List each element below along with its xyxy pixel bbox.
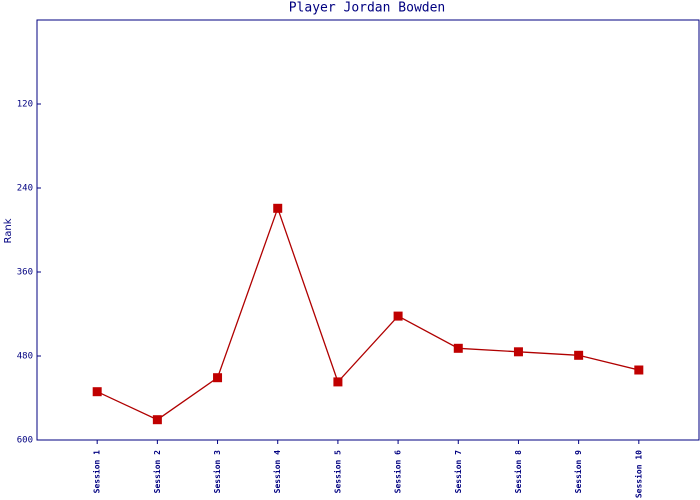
x-tick-label: Session 10 (633, 450, 643, 498)
x-tick-label: Session 9 (573, 450, 583, 494)
data-line (96, 206, 639, 421)
y-axis-label: Rank (3, 218, 14, 243)
marker (273, 203, 283, 213)
marker (92, 387, 102, 397)
x-tick-label: Session 5 (332, 450, 342, 494)
x-tick-label: Session 2 (152, 450, 162, 494)
plot-frame (36, 19, 700, 441)
x-tick-label: Session 7 (453, 450, 463, 494)
marker (393, 311, 403, 321)
y-tick-label: 600 (17, 436, 33, 446)
x-tick-label: Session 4 (272, 450, 282, 494)
marker (152, 415, 162, 425)
y-tick-label: 240 (17, 184, 33, 194)
x-tick-label: Session 8 (513, 450, 523, 494)
chart-title: Player Jordan Bowden (289, 1, 446, 16)
y-tick-label: 360 (17, 268, 33, 278)
marker (213, 373, 223, 383)
x-tick-label: Session 3 (212, 450, 222, 494)
marker (453, 343, 463, 353)
marker (574, 350, 584, 360)
y-tick-label: 480 (17, 352, 33, 362)
x-tick-label: Session 6 (393, 450, 403, 494)
y-tick-label: 120 (17, 100, 33, 110)
marker (513, 347, 523, 357)
marker (634, 365, 644, 375)
x-tick-label: Session 1 (92, 450, 102, 494)
marker (333, 377, 343, 387)
